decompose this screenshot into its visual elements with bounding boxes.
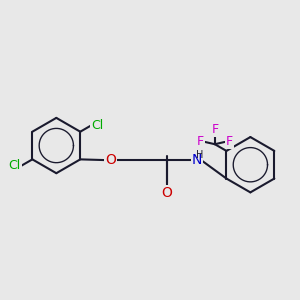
Text: O: O [105,153,116,167]
Text: Cl: Cl [9,159,21,172]
Text: N: N [192,153,202,167]
Text: F: F [197,136,204,148]
Text: O: O [161,186,172,200]
Text: H: H [196,150,204,160]
Text: F: F [211,123,218,136]
Text: Cl: Cl [91,119,103,132]
Text: F: F [226,136,233,148]
